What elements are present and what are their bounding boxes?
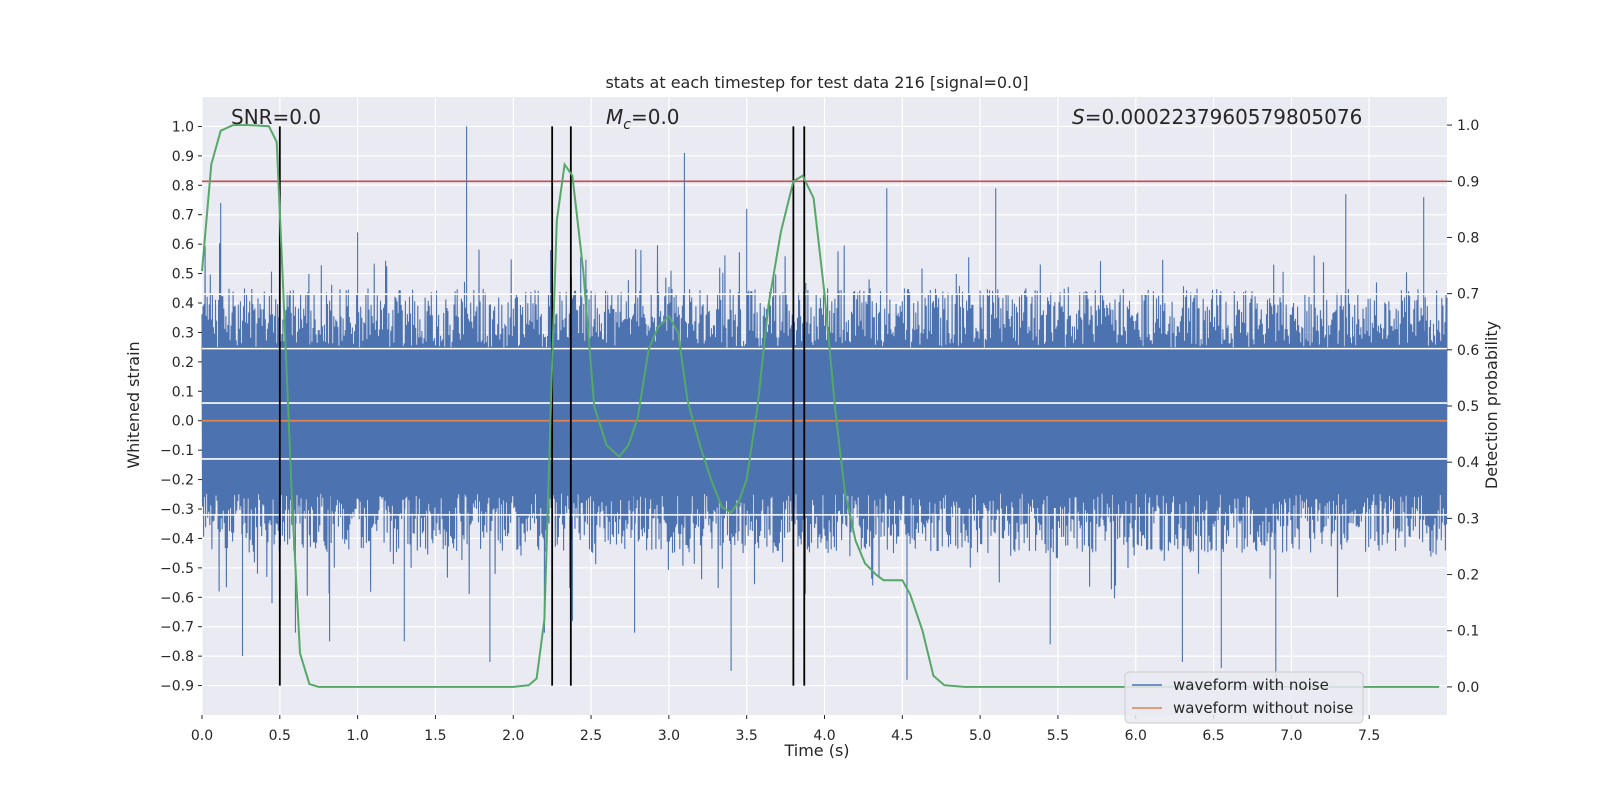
s-value: =0.0002237960579805076 xyxy=(1085,105,1363,129)
x-axis-label: Time (s) xyxy=(783,741,849,760)
y-tick-label: 0.6 xyxy=(172,237,194,253)
s-symbol: S xyxy=(1072,105,1085,129)
chart-title: stats at each timestep for test data 216… xyxy=(605,73,1028,92)
s-annotation: S=0.0002237960579805076 xyxy=(1072,105,1362,129)
chirp-mass-value: =0.0 xyxy=(631,105,680,129)
y-axis-label: Whitened strain xyxy=(124,341,143,468)
y-tick-label: −0.7 xyxy=(160,620,194,636)
series-detection-probability xyxy=(201,124,1440,688)
legend-label-clean: waveform without noise xyxy=(1173,699,1353,717)
legend: waveform with noise waveform without noi… xyxy=(1124,671,1364,724)
y2-tick-label: 0.9 xyxy=(1457,174,1479,190)
y2-tick-label: 0.6 xyxy=(1457,343,1479,359)
x-tick-label: 4.5 xyxy=(891,728,913,744)
y2-tick-label: 0.5 xyxy=(1457,399,1479,415)
legend-box xyxy=(1124,671,1364,724)
y2-tick-label: 0.4 xyxy=(1457,455,1479,471)
y-tick-label: −0.8 xyxy=(160,649,194,665)
y-tick-label: 0.3 xyxy=(172,325,194,341)
y-tick-label: 0.7 xyxy=(172,208,194,224)
snr-annotation: SNR=0.0 xyxy=(231,105,321,129)
y-tick-label: −0.2 xyxy=(160,473,194,489)
x-tick-label: 3.5 xyxy=(736,728,758,744)
y-tick-label: −0.4 xyxy=(160,531,194,547)
y-tick-label: 1.0 xyxy=(172,119,194,135)
y-tick-label: −0.1 xyxy=(160,443,194,459)
y-tick-label: 0.2 xyxy=(172,355,194,371)
x-tick-label: 5.0 xyxy=(969,728,991,744)
x-tick-label: 1.5 xyxy=(424,728,446,744)
x-tick-label: 6.5 xyxy=(1202,728,1224,744)
y-tick-label: 0.0 xyxy=(172,414,194,430)
y-tick-label: 0.8 xyxy=(172,178,194,194)
x-tick-label: 0.0 xyxy=(191,728,213,744)
y2-tick-label: 0.0 xyxy=(1457,680,1479,696)
x-tick-label: 3.0 xyxy=(658,728,680,744)
y-tick-label: −0.3 xyxy=(160,502,194,518)
y-tick-label: −0.5 xyxy=(160,561,194,577)
chirp-mass-annotation: Mc=0.0 xyxy=(606,105,680,133)
series-waveform-with-noise xyxy=(201,126,1448,692)
x-tick-label: 2.0 xyxy=(502,728,524,744)
y2-tick-label: 0.8 xyxy=(1457,230,1479,246)
x-tick-label: 5.5 xyxy=(1047,728,1069,744)
x-tick-label: 7.0 xyxy=(1280,728,1302,744)
chirp-mass-symbol: M xyxy=(606,105,623,129)
x-tick-label: 4.0 xyxy=(813,728,835,744)
y-tick-label: −0.9 xyxy=(160,679,194,695)
x-tick-label: 7.5 xyxy=(1358,728,1380,744)
y2-tick-label: 1.0 xyxy=(1457,118,1479,134)
legend-label-noise: waveform with noise xyxy=(1173,676,1329,694)
y-tick-label: −0.6 xyxy=(160,590,194,606)
y2-tick-label: 0.1 xyxy=(1457,624,1479,640)
y2-tick-label: 0.2 xyxy=(1457,568,1479,584)
x-tick-label: 0.5 xyxy=(269,728,291,744)
y-tick-label: 0.9 xyxy=(172,149,194,165)
y-tick-label: 0.4 xyxy=(172,296,194,312)
y-tick-label: 0.5 xyxy=(172,267,194,283)
y2-tick-label: 0.3 xyxy=(1457,511,1479,527)
x-tick-label: 2.5 xyxy=(580,728,602,744)
y-tick-label: 0.1 xyxy=(172,384,194,400)
x-tick-label: 1.0 xyxy=(346,728,368,744)
y2-tick-label: 0.7 xyxy=(1457,287,1479,303)
chirp-mass-subscript: c xyxy=(623,117,631,133)
y2-axis-label: Detection probability xyxy=(1482,321,1501,489)
x-tick-label: 6.0 xyxy=(1125,728,1147,744)
